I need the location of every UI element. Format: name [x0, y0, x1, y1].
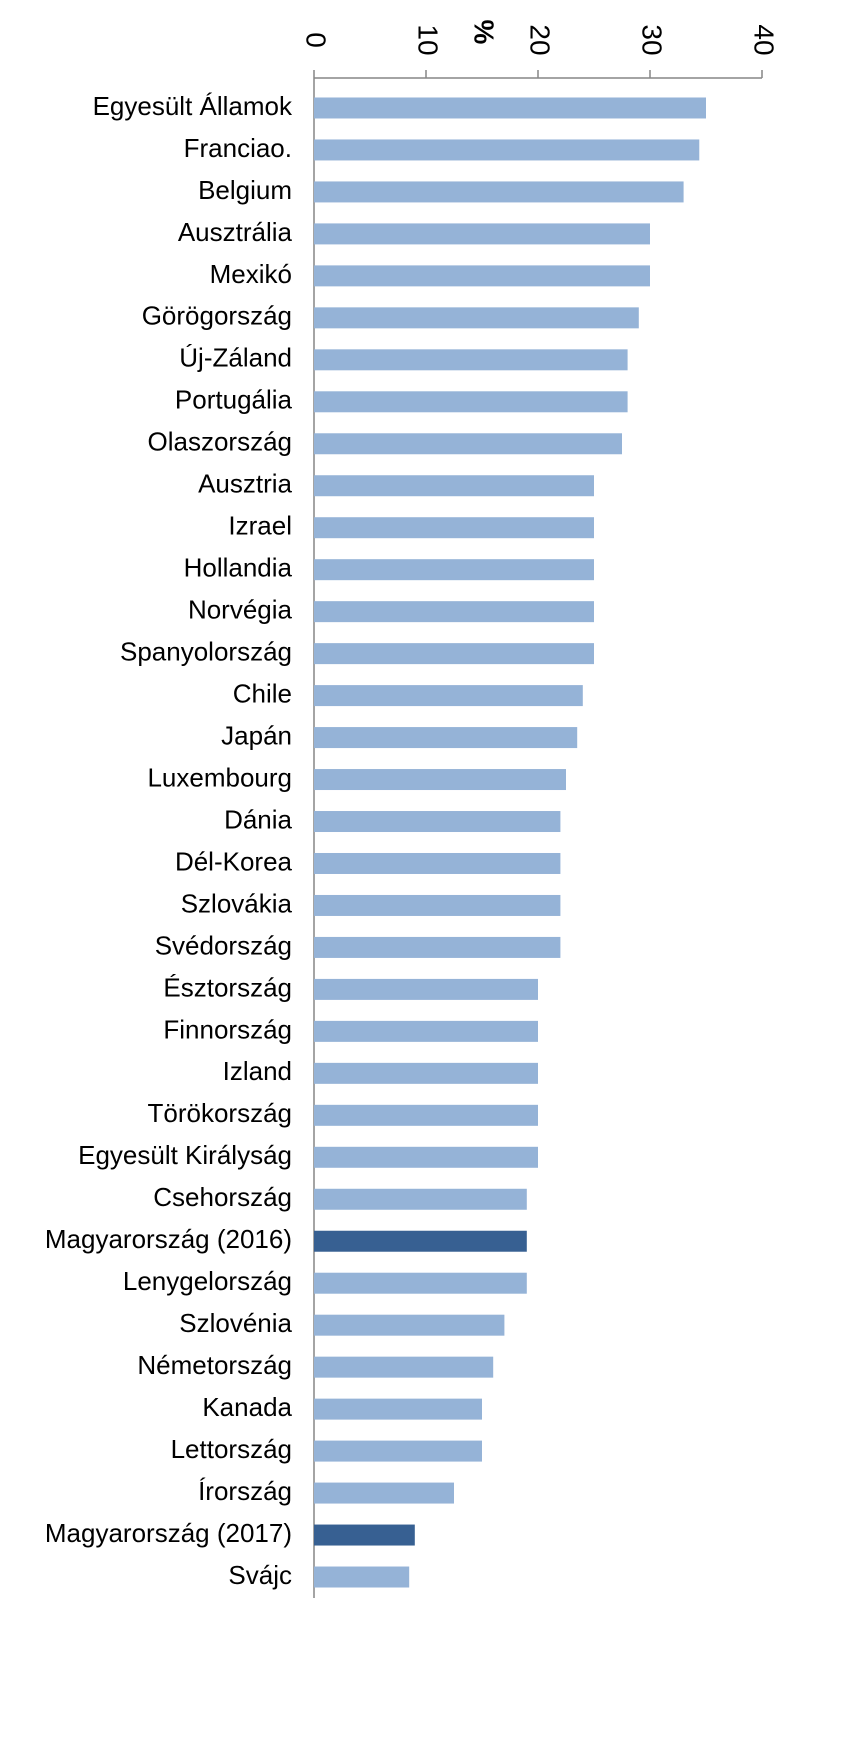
x-tick-label: 0: [301, 32, 332, 48]
bar: [314, 1356, 494, 1378]
bar: [314, 894, 561, 916]
bar: [314, 1272, 527, 1294]
x-tick-label: 10: [413, 24, 444, 55]
y-tick-label: Írország: [198, 1476, 292, 1506]
y-tick-label: Izrael: [228, 511, 292, 541]
y-tick-label: Németország: [137, 1350, 292, 1380]
bar: [314, 1104, 538, 1126]
y-tick-label: Új-Záland: [179, 343, 292, 373]
bar: [314, 1524, 415, 1546]
bar: [314, 1020, 538, 1042]
y-tick-label: Dánia: [224, 804, 292, 834]
y-tick-label: Japán: [221, 720, 292, 750]
bar: [314, 727, 578, 749]
y-tick-label: Svédország: [155, 930, 292, 960]
y-tick-label: Luxembourg: [147, 762, 292, 792]
y-tick-label: Kanada: [202, 1392, 292, 1422]
y-tick-label: Lenygelország: [123, 1266, 292, 1296]
y-tick-label: Dél-Korea: [175, 846, 293, 876]
bar: [314, 517, 594, 539]
y-tick-label: Mexikó: [210, 259, 292, 289]
bar: [314, 391, 628, 413]
axis-label: %: [469, 20, 500, 45]
bar: [314, 643, 594, 665]
bar: [314, 1482, 454, 1504]
y-tick-label: Finnország: [163, 1014, 292, 1044]
bar: [314, 1314, 505, 1336]
y-tick-label: Törökország: [148, 1098, 293, 1128]
y-tick-label: Egyesült Államok: [93, 91, 293, 121]
y-tick-label: Szlovákia: [181, 888, 293, 918]
bar: [314, 685, 583, 707]
bar: [314, 1062, 538, 1084]
y-tick-label: Hollandia: [184, 553, 293, 583]
bar: [314, 978, 538, 1000]
bar: [314, 97, 706, 119]
y-tick-label: Belgium: [198, 175, 292, 205]
y-tick-label: Ausztria: [198, 469, 292, 499]
bar: [314, 433, 622, 455]
y-tick-label: Franciao.: [184, 133, 292, 163]
y-tick-label: Csehország: [153, 1182, 292, 1212]
y-tick-label: Szlovénia: [179, 1308, 292, 1338]
bar: [314, 475, 594, 497]
x-tick-label: 40: [749, 24, 780, 55]
bar: [314, 1230, 527, 1252]
y-tick-label: Egyesült Királyság: [78, 1140, 292, 1170]
y-tick-label: Magyarország (2016): [45, 1224, 292, 1254]
y-tick-label: Görögország: [142, 301, 292, 331]
bar: [314, 1566, 410, 1588]
y-tick-label: Izland: [223, 1056, 292, 1086]
bar: [314, 852, 561, 874]
y-tick-label: Portugália: [175, 385, 293, 415]
bar: [314, 265, 650, 287]
bar: [314, 1146, 538, 1168]
bar: [314, 559, 594, 581]
x-tick-label: 20: [525, 24, 556, 55]
y-tick-label: Norvégia: [188, 595, 293, 625]
y-tick-label: Ausztrália: [178, 217, 293, 247]
y-tick-label: Észtország: [163, 972, 292, 1002]
bar: [314, 1440, 482, 1462]
bar: [314, 811, 561, 833]
bar: [314, 223, 650, 245]
y-tick-label: Spanyolország: [120, 637, 292, 667]
y-tick-label: Lettország: [171, 1434, 292, 1464]
bar: [314, 139, 700, 161]
bar: [314, 1398, 482, 1420]
bar: [314, 349, 628, 371]
bar: [314, 1188, 527, 1210]
y-tick-label: Olaszország: [148, 427, 293, 457]
bar: [314, 181, 684, 203]
x-tick-label: 30: [637, 24, 668, 55]
bar: [314, 769, 566, 791]
bar: [314, 307, 639, 329]
y-tick-label: Chile: [233, 678, 292, 708]
y-tick-label: Svájc: [228, 1560, 292, 1590]
bar: [314, 601, 594, 623]
y-tick-label: Magyarország (2017): [45, 1518, 292, 1548]
bar: [314, 936, 561, 958]
